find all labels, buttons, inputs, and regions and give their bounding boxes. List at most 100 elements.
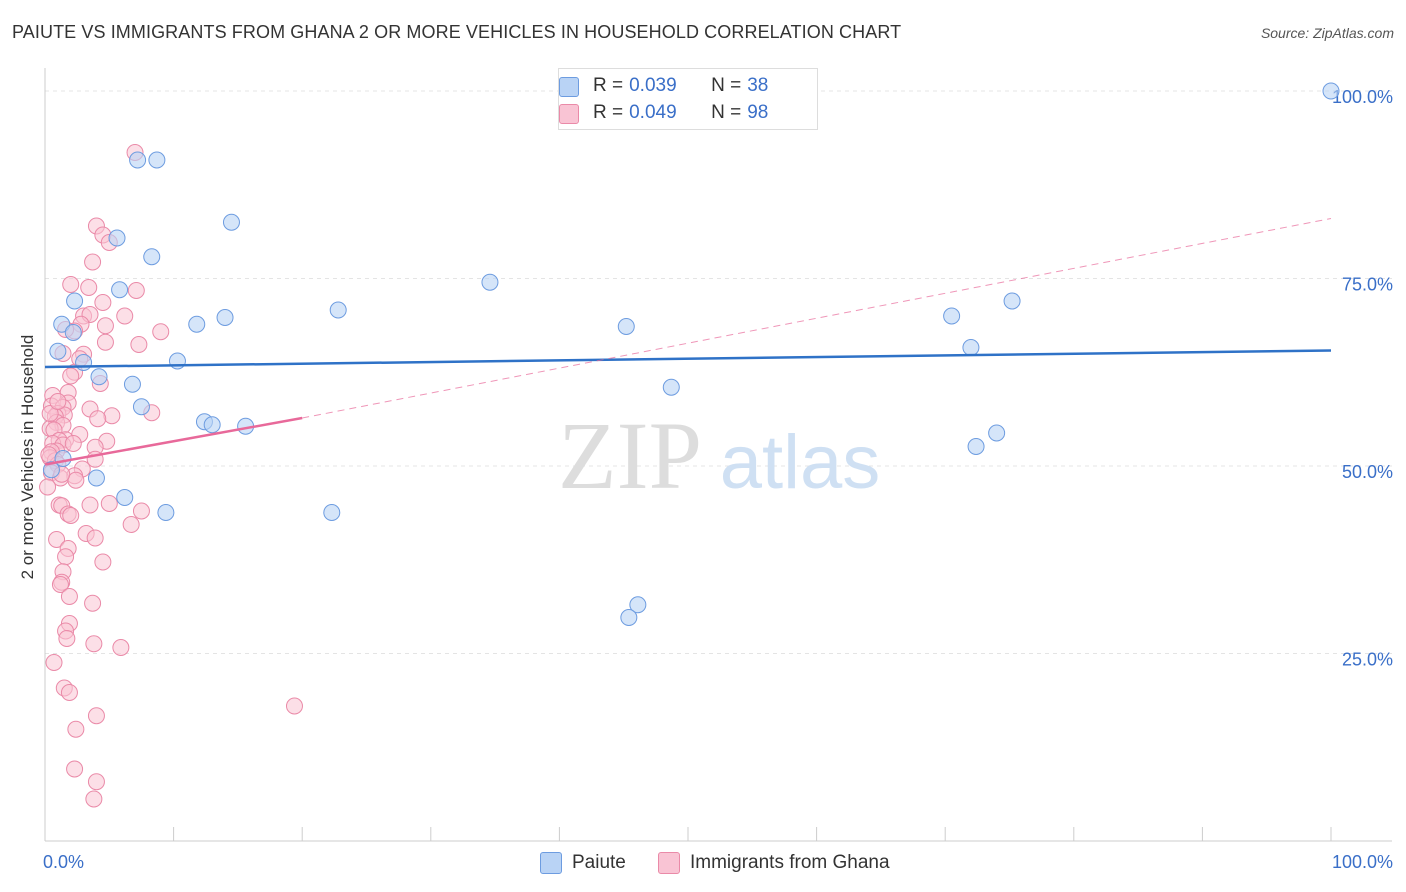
trendlines bbox=[44, 218, 1332, 466]
ghana-point bbox=[64, 435, 82, 452]
legend-paiute-label: Paiute bbox=[572, 852, 626, 873]
paiute-point bbox=[967, 438, 985, 455]
paiute-point bbox=[988, 424, 1006, 442]
ghana-point bbox=[67, 720, 85, 738]
ghana-point bbox=[122, 516, 140, 533]
ghana-point bbox=[60, 684, 78, 701]
y-tick-label: 75.0% bbox=[1342, 275, 1393, 295]
paiute-point bbox=[143, 248, 161, 266]
ghana-point bbox=[41, 405, 59, 422]
legend-series: Paiute Immigrants from Ghana bbox=[0, 852, 1406, 876]
legend-n-label: N = bbox=[711, 75, 742, 96]
ghana-n-value: 98 bbox=[747, 102, 769, 123]
ghana-trendline-extension bbox=[302, 218, 1332, 419]
paiute-points bbox=[42, 82, 1340, 626]
paiute-point bbox=[90, 368, 108, 386]
ghana-point bbox=[62, 367, 80, 385]
ghana-point bbox=[67, 471, 85, 489]
paiute-point bbox=[123, 375, 141, 393]
legend-n-label: N = bbox=[711, 102, 742, 123]
ghana-point bbox=[103, 407, 121, 425]
ghana-point bbox=[85, 635, 103, 653]
ghana-point bbox=[62, 507, 80, 524]
ghana-trendline bbox=[44, 416, 303, 466]
ghana-r-value: 0.049 bbox=[629, 102, 677, 123]
paiute-point bbox=[216, 309, 234, 326]
ghana-point bbox=[87, 773, 105, 791]
legend-r-label: R = bbox=[593, 75, 624, 96]
legend-row-ghana: R = 0.049 N = 98 bbox=[559, 101, 769, 125]
paiute-point bbox=[129, 151, 147, 169]
paiute-point bbox=[148, 151, 166, 169]
paiute-point bbox=[943, 307, 961, 325]
ghana-point bbox=[100, 495, 118, 512]
paiute-point bbox=[203, 416, 221, 434]
ghana-point bbox=[152, 323, 170, 341]
ghana-swatch bbox=[559, 104, 579, 124]
paiute-point bbox=[64, 324, 82, 341]
legend-row-paiute: R = 0.039 N = 38 bbox=[559, 74, 768, 98]
paiute-swatch bbox=[540, 852, 562, 874]
ghana-point bbox=[85, 790, 103, 808]
ghana-swatch bbox=[658, 852, 680, 874]
watermark-atlas: atlas bbox=[720, 420, 881, 505]
y-tick-label: 100.0% bbox=[1332, 87, 1393, 107]
ghana-point bbox=[40, 446, 58, 464]
ghana-point bbox=[96, 333, 114, 351]
chart-title: PAIUTE VS IMMIGRANTS FROM GHANA 2 OR MOR… bbox=[12, 22, 902, 42]
tick-labels: 25.0% 50.0% 75.0% 100.0% 0.0% 100.0% bbox=[43, 87, 1393, 872]
gridlines bbox=[45, 90, 1392, 654]
ghana-point bbox=[84, 253, 102, 271]
paiute-point bbox=[108, 229, 126, 247]
legend-stats: R = 0.039 N = 38 R = 0.049 N = 98 bbox=[558, 68, 818, 130]
x-tick-label-min: 0.0% bbox=[43, 852, 84, 872]
legend-item-ghana: Immigrants from Ghana bbox=[658, 852, 890, 874]
paiute-point bbox=[629, 596, 647, 614]
paiute-point bbox=[157, 504, 175, 521]
ghana-point bbox=[49, 393, 67, 410]
ghana-point bbox=[45, 654, 63, 671]
paiute-swatch bbox=[559, 77, 579, 97]
paiute-point bbox=[42, 461, 60, 479]
watermark-zip: ZIP bbox=[558, 402, 702, 509]
paiute-trendline bbox=[44, 349, 1332, 369]
paiute-point bbox=[481, 273, 499, 291]
ghana-point bbox=[66, 760, 84, 778]
legend-r-label: R = bbox=[593, 102, 624, 123]
ghana-point bbox=[285, 697, 303, 715]
paiute-r-value: 0.039 bbox=[629, 75, 677, 96]
paiute-point bbox=[617, 318, 635, 335]
paiute-point bbox=[54, 450, 72, 467]
paiute-point bbox=[75, 354, 93, 371]
ghana-point bbox=[87, 707, 105, 725]
paiute-point bbox=[662, 378, 680, 396]
source-attribution: Source: ZipAtlas.com bbox=[1260, 25, 1394, 41]
paiute-point bbox=[188, 315, 206, 333]
paiute-point bbox=[111, 281, 129, 299]
x-tick-label-max: 100.0% bbox=[1332, 852, 1393, 872]
ghana-point bbox=[51, 576, 69, 593]
legend-ghana-label: Immigrants from Ghana bbox=[690, 852, 890, 873]
paiute-point bbox=[132, 398, 150, 416]
paiute-point bbox=[49, 342, 67, 360]
ghana-point bbox=[132, 502, 150, 520]
ghana-point bbox=[127, 282, 145, 299]
paiute-point bbox=[222, 213, 240, 231]
ghana-point bbox=[48, 531, 66, 548]
paiute-point bbox=[53, 315, 71, 333]
y-tick-label: 50.0% bbox=[1342, 462, 1393, 482]
ghana-point bbox=[84, 594, 102, 612]
ghana-points bbox=[39, 144, 303, 808]
ghana-point bbox=[58, 630, 76, 647]
ghana-point bbox=[86, 529, 104, 547]
ghana-point bbox=[89, 410, 107, 428]
paiute-point bbox=[116, 489, 134, 506]
paiute-point bbox=[962, 339, 980, 356]
paiute-point bbox=[323, 504, 341, 521]
ghana-point bbox=[60, 588, 78, 605]
paiute-point bbox=[329, 301, 347, 319]
ghana-point bbox=[81, 496, 99, 514]
paiute-point bbox=[66, 292, 84, 310]
ghana-point bbox=[80, 279, 98, 296]
ghana-point bbox=[94, 294, 112, 311]
